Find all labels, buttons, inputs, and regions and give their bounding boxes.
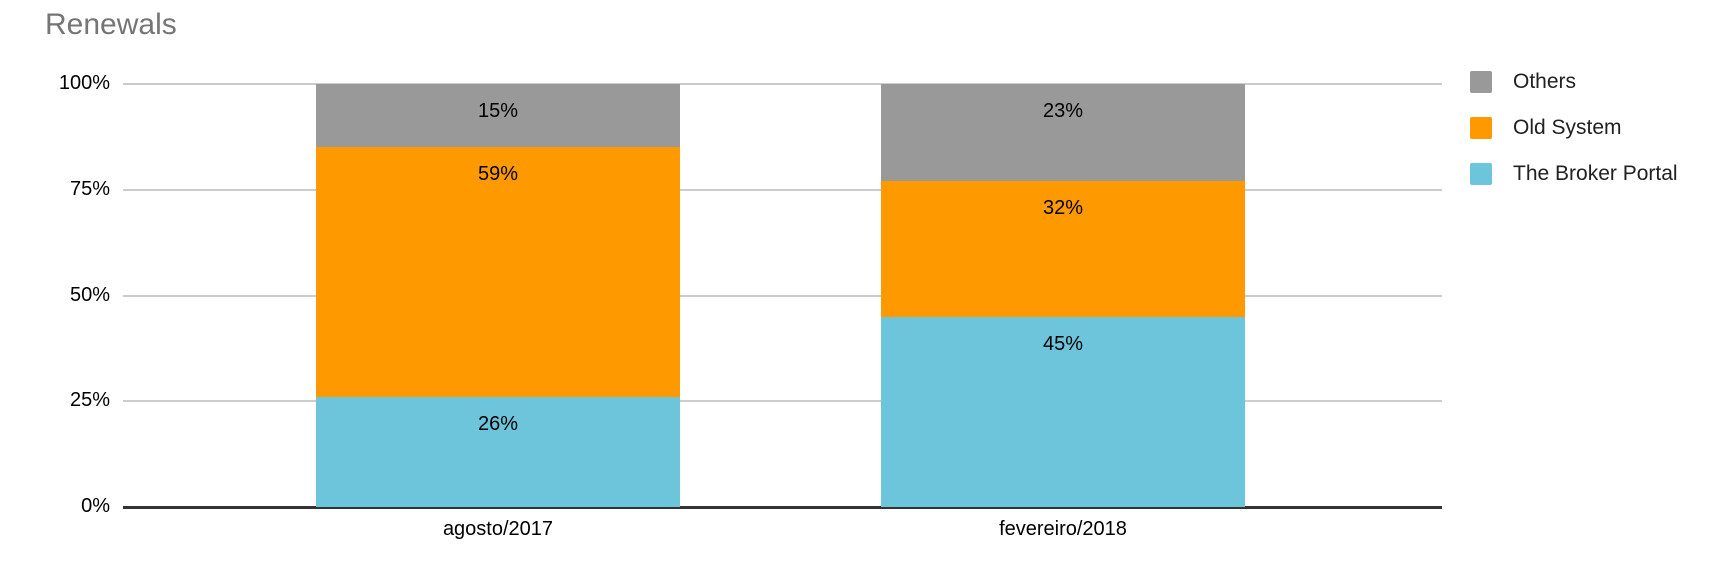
bar-segment-value-label: 45% [1042,332,1084,355]
bar-segment-value-label: 26% [477,413,519,435]
legend-label-the-broker-portal: The Broker Portal [1513,162,1678,185]
bar-segment-the-broker-portal-agosto-2017[interactable]: 26% [316,397,680,507]
bar-segment-value-label: 32% [1042,197,1084,220]
legend: Others Old System The Broker Portal [1470,70,1678,185]
bar-segment-value-label: 15% [477,100,519,122]
gridline-50 [123,294,1442,297]
x-axis-category-label-fevereiro-2018: fevereiro/2018 [999,518,1127,540]
y-axis-tick-label-0: 0% [81,495,110,517]
y-axis-tick-label-100: 100% [58,72,110,94]
legend-item-old-system[interactable]: Old System [1470,116,1678,139]
bar-segment-old-system-fevereiro-2018[interactable]: 32% [881,181,1245,317]
x-axis-category-label-agosto-2017: agosto/2017 [442,518,554,540]
bar-segment-others-fevereiro-2018[interactable]: 23% [881,84,1245,182]
legend-color-swatch-old-system [1470,117,1492,139]
legend-item-the-broker-portal[interactable]: The Broker Portal [1470,162,1678,185]
legend-label-old-system: Old System [1513,116,1622,139]
legend-label-others: Others [1513,70,1577,93]
legend-color-swatch-the-broker-portal [1470,163,1492,185]
plot-area: 15% 59% 26% 23% 32% 45% [123,83,1442,509]
legend-color-swatch-others [1470,71,1492,93]
bar-segment-old-system-agosto-2017[interactable]: 59% [316,147,680,397]
stacked-bar-fevereiro-2018: 23% 32% 45% [881,84,1245,507]
x-axis-line [123,506,1442,509]
stacked-bar-agosto-2017: 15% 59% 26% [316,84,680,507]
gridline-100 [123,83,1442,85]
legend-item-others[interactable]: Others [1470,70,1678,93]
y-axis-tick-label-75: 75% [69,177,110,200]
y-axis-tick-label-50: 50% [69,283,110,306]
bar-segment-others-agosto-2017[interactable]: 15% [316,84,680,148]
bar-segment-value-label: 59% [477,163,519,186]
bar-segment-the-broker-portal-fevereiro-2018[interactable]: 45% [881,316,1245,507]
y-axis-tick-label-25: 25% [69,389,110,412]
bar-segment-value-label: 23% [1042,100,1084,122]
chart-title: Renewals [45,8,177,41]
gridline-75 [123,188,1442,191]
gridline-25 [123,400,1442,403]
